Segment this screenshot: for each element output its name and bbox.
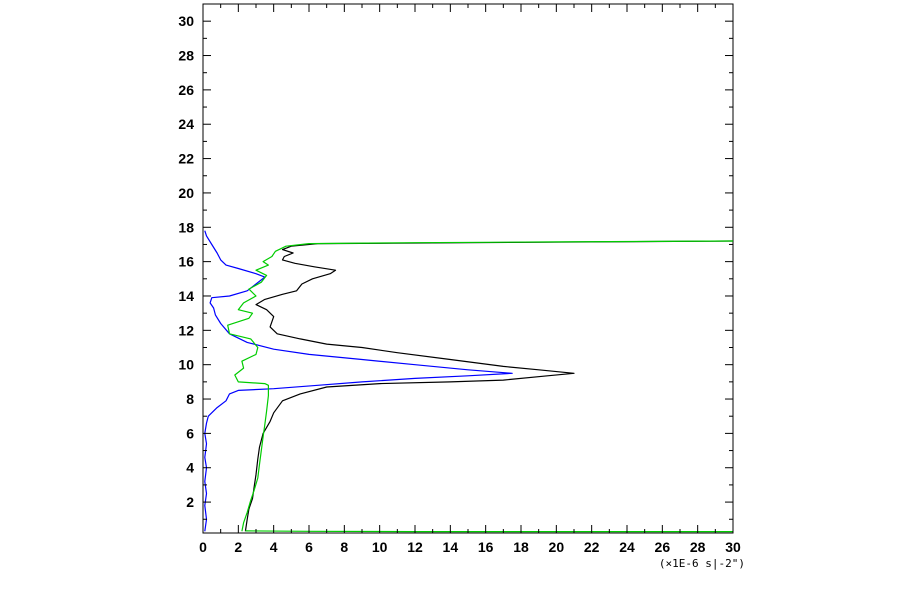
y-tick-label: 8 xyxy=(186,391,194,407)
x-tick-label: 16 xyxy=(478,539,494,555)
tick-layer xyxy=(202,4,734,533)
series-line-1 xyxy=(244,240,734,532)
x-tick-label: 0 xyxy=(199,539,207,555)
x-tick-label: 10 xyxy=(372,539,388,555)
y-tick-label: 24 xyxy=(178,116,194,132)
series-line-2 xyxy=(204,230,513,532)
plot-frame xyxy=(202,3,734,534)
x-tick-label: 14 xyxy=(443,539,459,555)
y-tick-label: 2 xyxy=(186,494,194,510)
x-tick-label: 6 xyxy=(305,539,313,555)
series-line-4 xyxy=(245,530,733,533)
y-tick-label: 6 xyxy=(186,425,194,441)
x-tick-label: 2 xyxy=(234,539,242,555)
x-tick-label: 28 xyxy=(690,539,706,555)
series-layer xyxy=(204,230,734,533)
x-tick-label: 4 xyxy=(270,539,278,555)
x-tick-label: 12 xyxy=(407,539,423,555)
y-tick-label: 16 xyxy=(178,254,194,270)
y-tick-label: 10 xyxy=(178,357,194,373)
x-unit-label: (×1E-6 s|-2") xyxy=(659,557,745,570)
series-line-3 xyxy=(227,240,734,532)
y-tick-label: 28 xyxy=(178,48,194,64)
y-tick-label: 30 xyxy=(178,13,194,29)
x-tick-label: 22 xyxy=(584,539,600,555)
y-tick-label: 26 xyxy=(178,82,194,98)
y-tick-label: 18 xyxy=(178,219,194,235)
x-tick-label: 24 xyxy=(619,539,635,555)
x-tick-label: 18 xyxy=(513,539,529,555)
y-tick-label: 14 xyxy=(178,288,194,304)
y-tick-label: 4 xyxy=(186,460,194,476)
label-layer: 0 2 4 6 8 10 12 14 16 18 20 22 24 26 28 302468101214161… xyxy=(178,13,741,555)
x-tick-label: 26 xyxy=(655,539,671,555)
x-tick-label: 20 xyxy=(549,539,565,555)
y-tick-label: 22 xyxy=(178,151,194,167)
x-tick-label: 8 xyxy=(340,539,348,555)
y-tick-label: 12 xyxy=(178,322,194,338)
y-tick-label: 20 xyxy=(178,185,194,201)
x-tick-label: 30 xyxy=(725,539,741,555)
